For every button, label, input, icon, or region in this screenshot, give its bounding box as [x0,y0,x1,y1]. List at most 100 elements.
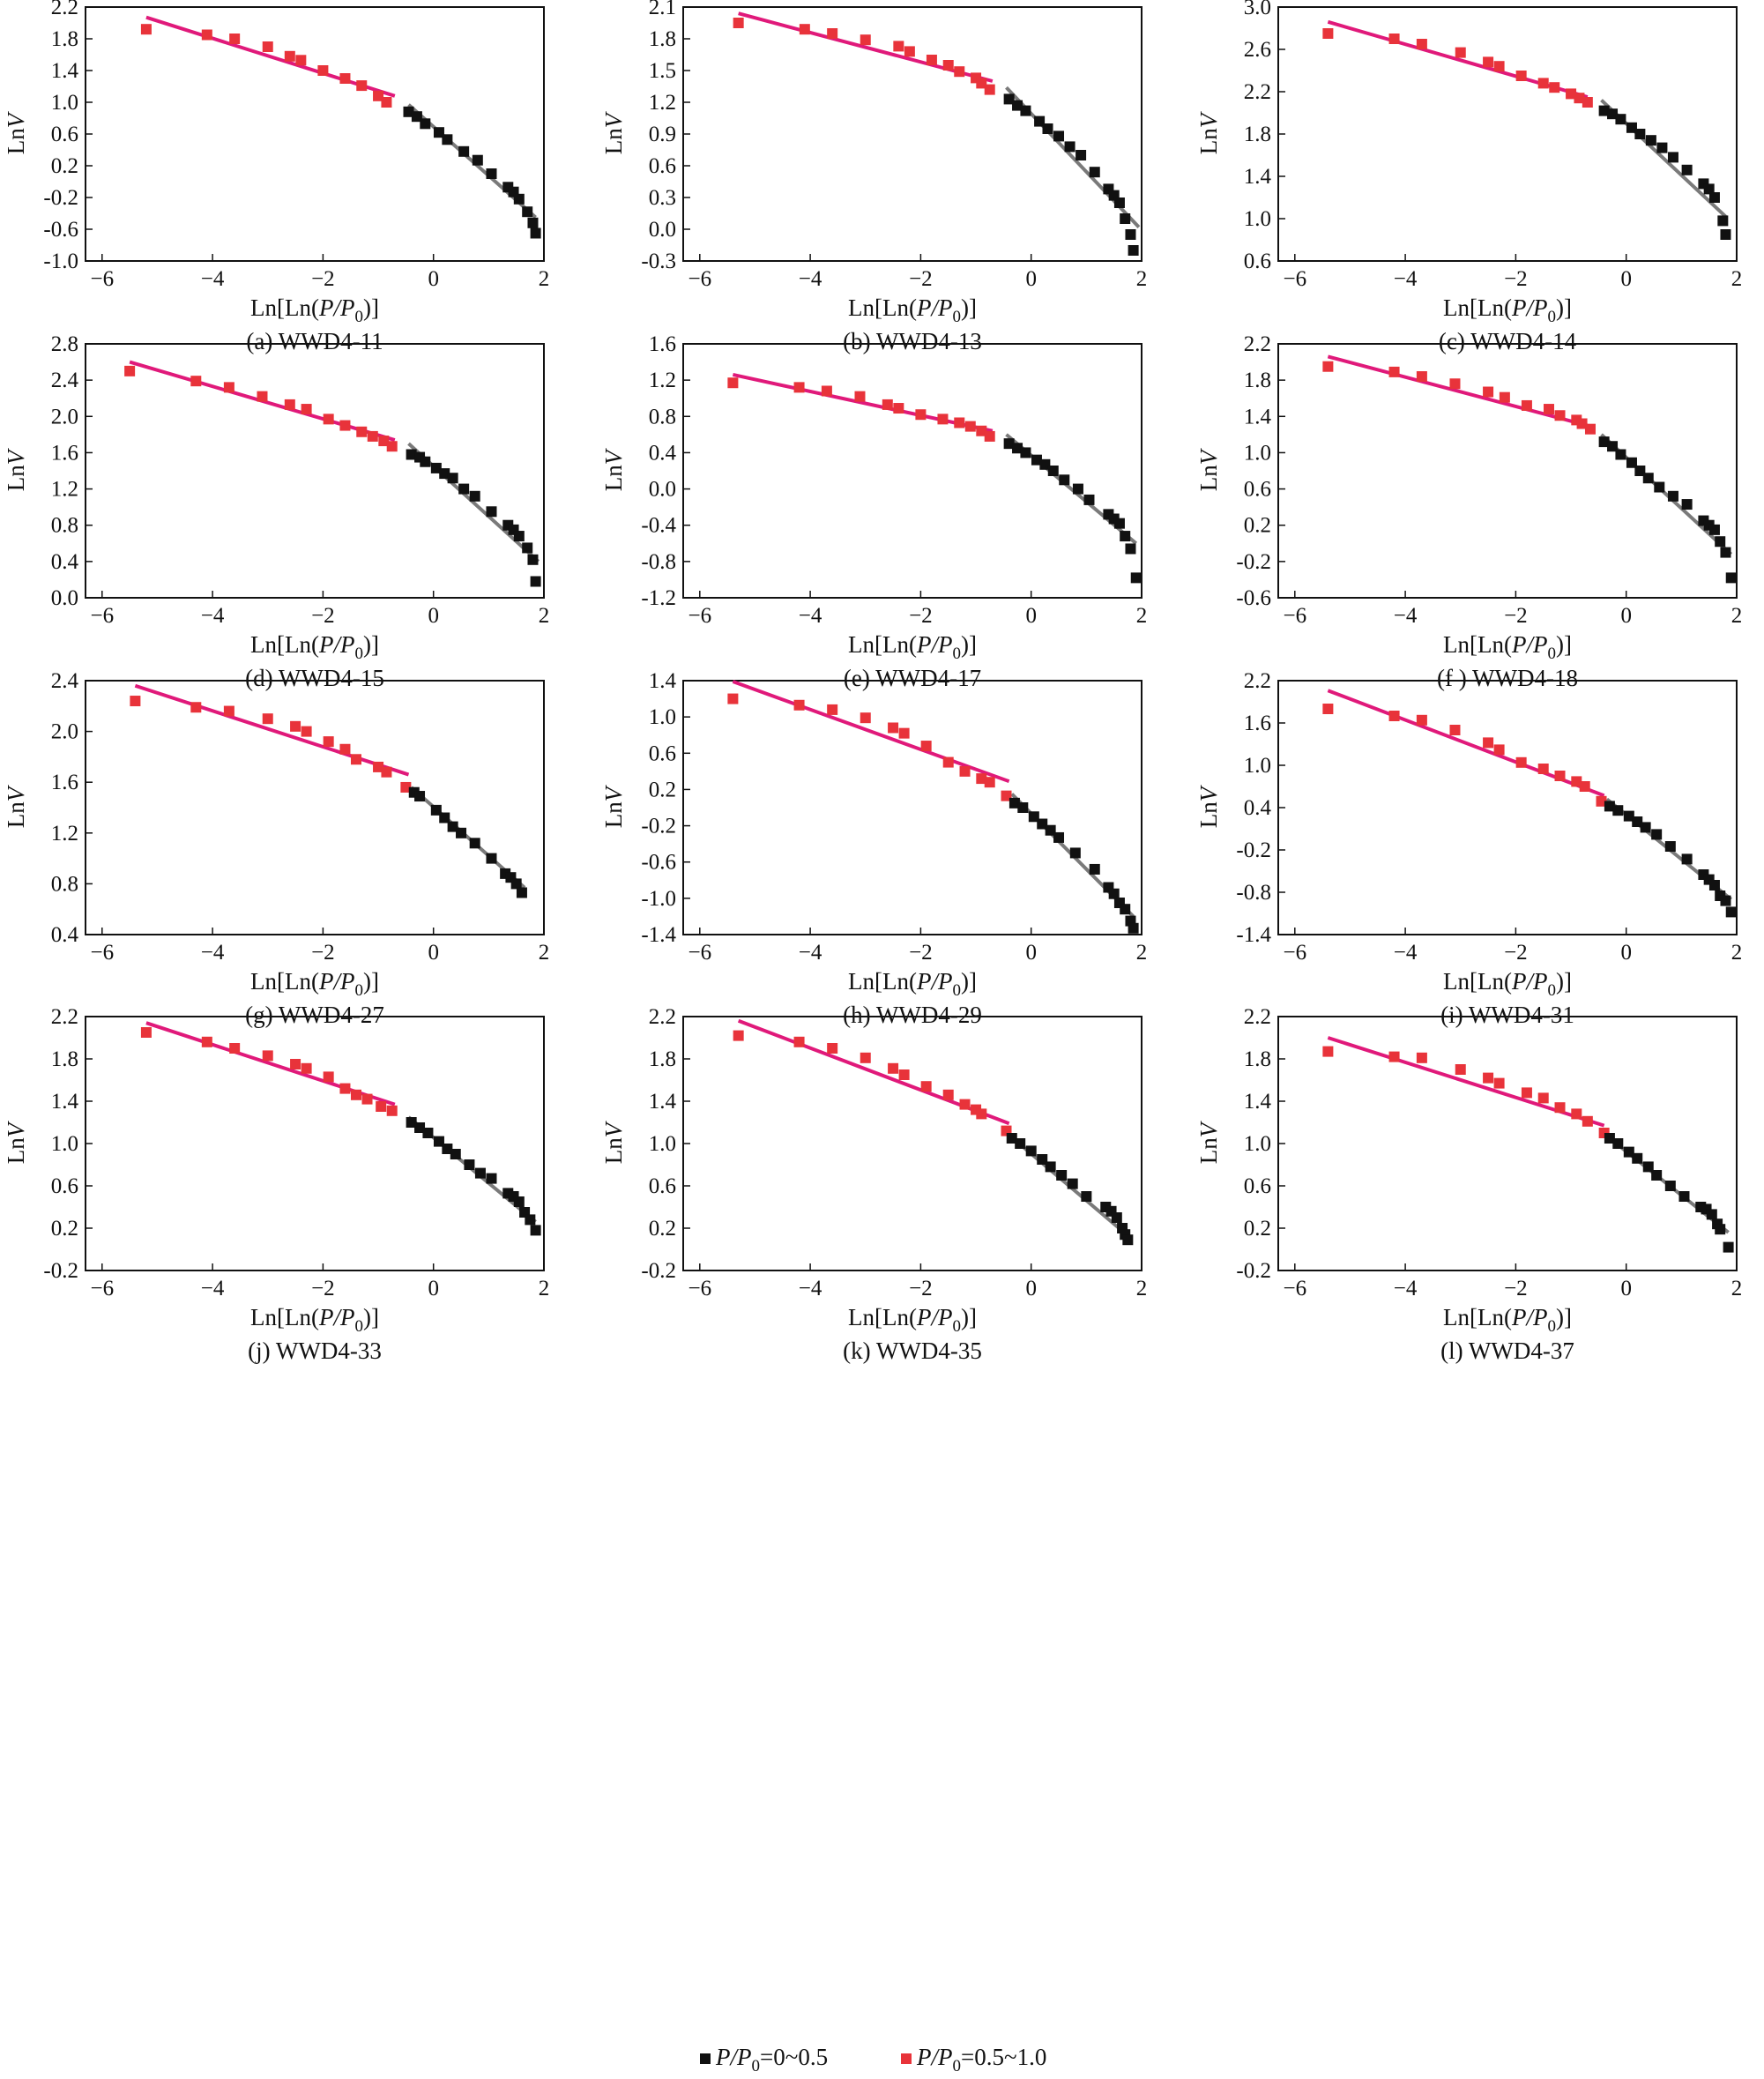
plot-frame [1277,6,1738,262]
data-point-high-pressure [893,403,904,414]
y-tick-label: -1.2 [641,586,676,610]
data-point-high-pressure [1388,34,1400,44]
data-point-low-pressure [450,1149,461,1159]
x-tick-label: 0 [1620,267,1632,291]
legend-label-low-pressure: P/P0=0~0.5 [715,2044,828,2075]
x-tick-label: −2 [909,604,933,628]
x-axis-label: Ln[Ln(P/P0)] [848,1304,977,1336]
x-tick-label: 0 [428,604,439,628]
plot-frame [85,6,545,262]
data-point-low-pressure [439,812,450,823]
data-point-low-pressure [1723,1241,1734,1253]
y-axis-label: LnV [600,447,627,491]
data-point-high-pressure [367,430,378,442]
data-point-high-pressure [793,699,805,711]
fit-line-high-pressure [732,373,994,433]
data-point-high-pressure [733,1030,744,1041]
data-point-high-pressure [373,761,384,772]
data-point-high-pressure [124,365,136,376]
data-point-low-pressure [516,887,527,898]
data-point-low-pressure [411,111,422,123]
data-point-low-pressure [1003,438,1015,450]
data-point-low-pressure [442,1144,453,1154]
data-point-low-pressure [1664,841,1676,852]
x-tick-label: −2 [909,1277,933,1300]
data-point-low-pressure [1623,810,1634,822]
data-point-low-pressure [1626,122,1637,133]
data-point-low-pressure [1034,116,1046,127]
y-tick-label: 0.8 [649,405,676,428]
data-point-low-pressure [1717,215,1729,227]
data-point-low-pressure [1128,922,1139,934]
x-tick-label: −2 [1504,941,1528,965]
data-point-low-pressure [433,127,444,138]
data-point-low-pressure [1615,449,1626,460]
data-point-high-pressure [1554,771,1566,781]
y-tick-label: -0.2 [641,815,676,838]
data-point-low-pressure [1615,114,1626,125]
data-point-low-pressure [486,853,497,864]
data-point-low-pressure [530,576,541,587]
data-point-low-pressure [1089,863,1100,875]
y-tick-label: 2.2 [1244,332,1271,356]
data-point-high-pressure [140,1027,152,1038]
data-point-high-pressure [733,18,744,28]
data-point-low-pressure [1003,93,1015,105]
data-point-low-pressure [1128,245,1139,256]
x-tick-label: −6 [90,941,114,965]
data-point-high-pressure [1493,1077,1505,1089]
panel-caption: (e) WWD4-17 [844,665,981,691]
data-point-low-pressure [1069,847,1081,859]
y-tick-label: 0.2 [649,778,676,801]
data-point-high-pressure [1416,371,1427,383]
data-point-low-pressure [1113,518,1125,529]
data-point-high-pressure [860,34,871,46]
data-point-high-pressure [1566,88,1577,100]
data-point-low-pressure [510,878,522,890]
y-tick-label: 1.0 [649,1132,676,1156]
data-point-low-pressure [1053,130,1065,142]
data-point-high-pressure [1322,704,1334,714]
y-tick-label: -0.2 [641,1259,676,1283]
data-point-high-pressure [1515,71,1527,81]
y-tick-label: 1.6 [1244,712,1271,735]
data-point-high-pressure [1515,756,1527,768]
y-tick-label: 1.0 [649,705,676,729]
y-tick-label: 2.1 [649,0,676,19]
y-tick-label: -1.0 [43,250,78,273]
data-point-high-pressure [1571,776,1582,787]
panel-caption: (d) WWD4-15 [245,665,384,691]
data-point-low-pressure [1031,454,1042,466]
y-tick-label: -0.4 [641,514,676,538]
data-point-high-pressure [386,1105,398,1116]
x-tick-label: −4 [1394,1277,1418,1300]
data-point-high-pressure [1001,790,1012,801]
x-tick-label: −6 [688,1277,711,1300]
data-point-low-pressure [513,531,525,542]
plot-frame [1277,1016,1738,1271]
x-tick-label: −6 [1283,604,1306,628]
x-tick-label: −4 [1394,604,1418,628]
data-point-high-pressure [1576,418,1588,429]
data-point-high-pressure [937,414,949,425]
data-point-low-pressure [1706,1209,1717,1220]
data-point-high-pressure [262,713,273,725]
data-point-high-pressure [793,1036,805,1047]
data-point-low-pressure [1681,499,1693,510]
x-axis-label: Ln[Ln(P/P0)] [250,968,379,1000]
data-point-high-pressure [860,1052,871,1063]
data-point-high-pressure [290,1059,301,1069]
x-tick-label: −4 [201,1277,225,1300]
data-point-high-pressure [942,1089,954,1100]
y-tick-label: 1.4 [1244,405,1272,428]
y-tick-label: 1.8 [1244,123,1271,146]
fit-line-high-pressure [1327,354,1589,428]
data-point-low-pressure [1045,824,1056,836]
data-point-low-pressure [1681,164,1693,175]
panel-caption: (f ) WWD4-18 [1437,665,1578,691]
data-point-high-pressure [799,24,810,35]
panel-caption: (k) WWD4-35 [843,1338,982,1364]
data-point-low-pressure [1020,447,1031,458]
data-point-low-pressure [458,145,470,157]
data-point-low-pressure [1015,1138,1026,1149]
